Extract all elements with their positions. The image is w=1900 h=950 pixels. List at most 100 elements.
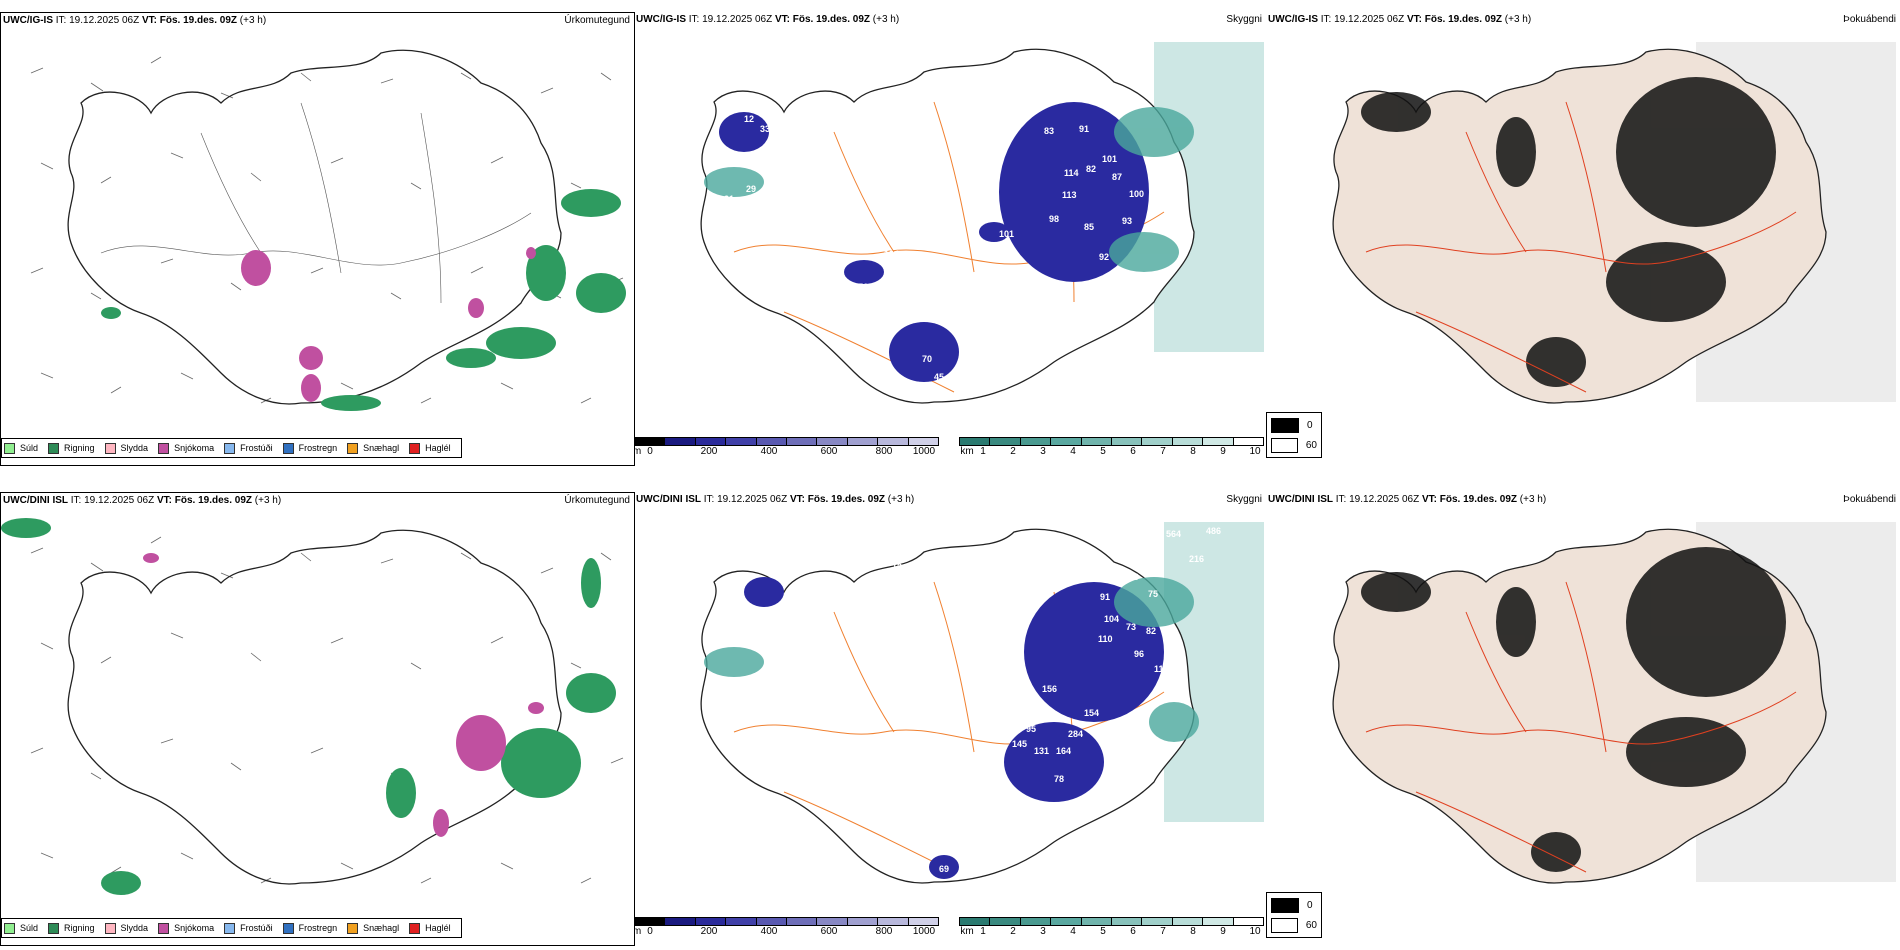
svg-text:101: 101 (1102, 154, 1117, 164)
svg-text:216: 216 (1189, 554, 1204, 564)
legend-item-frostregn: Frostregn (282, 922, 337, 934)
svg-text:92: 92 (1099, 252, 1109, 262)
legend-item-rigning: Rigning (48, 442, 95, 454)
legend-item-snjokoma: Snjókoma (158, 442, 214, 454)
legend-item-rigning: Rigning (48, 922, 95, 934)
rain-areas (1, 518, 616, 895)
svg-text:164: 164 (1056, 746, 1071, 756)
vis-teal-areas (704, 577, 1199, 742)
legend-item-haglel: Haglél (409, 922, 451, 934)
fog-dark-areas (1361, 547, 1786, 872)
svg-text:33: 33 (758, 609, 768, 619)
fog-index-key: 0 60 (1266, 412, 1322, 458)
fog-key-row-60: 60 (1271, 438, 1317, 453)
colorbar-cells (634, 437, 939, 446)
svg-text:564: 564 (1166, 529, 1181, 539)
fog-key-swatch (1271, 438, 1298, 453)
cloudbase-colorbar: m 0 200 400 600 800 1000 (634, 917, 939, 938)
legend-swatch (158, 922, 170, 934)
svg-text:284: 284 (1068, 729, 1083, 739)
panel-type-label: Skyggni (1226, 494, 1262, 505)
svg-text:105: 105 (986, 82, 1001, 92)
precip-type-legend: Súld Rigning Slydda Snjókoma Frostúði Fr… (1, 918, 462, 938)
legend-swatch (4, 922, 15, 934)
svg-text:21: 21 (724, 194, 734, 204)
legend-swatch (158, 442, 170, 454)
svg-text:82: 82 (1146, 626, 1156, 636)
svg-text:61: 61 (1062, 322, 1072, 332)
panel-type-label: Þokuábendi (1843, 494, 1896, 505)
legend-swatch (347, 442, 359, 454)
legend-swatch (409, 442, 421, 454)
svg-text:115: 115 (1014, 112, 1029, 122)
fog-key-swatch (1271, 898, 1299, 913)
panel-title: UWC/DINI ISL IT: 19.12.2025 06Z VT: Fös.… (636, 494, 915, 505)
cloudbase-colorbar: m 0 200 400 600 800 1000 (634, 437, 939, 458)
colorbar-cells (634, 917, 939, 926)
legend-swatch (282, 442, 294, 454)
legend-swatch (224, 922, 236, 934)
fog-key-row-0: 0 (1271, 418, 1317, 433)
legend-swatch (282, 922, 294, 934)
svg-text:110: 110 (1098, 634, 1113, 644)
colorbar-ticks: m 0 200 400 600 800 1000 (634, 926, 936, 937)
svg-text:113: 113 (1062, 190, 1077, 200)
svg-text:75: 75 (1148, 589, 1158, 599)
colorbar-cells (959, 917, 1264, 926)
roads (1365, 101, 1797, 393)
fog-dark-areas (1361, 77, 1776, 387)
legend-item-slydda: Slydda (104, 442, 148, 454)
legend-swatch (104, 442, 116, 454)
svg-text:156: 156 (1042, 684, 1057, 694)
svg-text:118: 118 (1124, 572, 1139, 582)
legend-item-slydda: Slydda (104, 922, 148, 934)
svg-text:83: 83 (1044, 126, 1054, 136)
svg-text:145: 145 (1012, 739, 1027, 749)
svg-text:101: 101 (999, 229, 1014, 239)
roads (733, 581, 1165, 873)
snow-areas (241, 247, 536, 402)
svg-text:33: 33 (760, 124, 770, 134)
precip-map (30, 49, 626, 411)
panel-title: UWC/IG-IS IT: 19.12.2025 06Z VT: Fös. 19… (1268, 14, 1532, 25)
legend-item-frostregn: Frostregn (282, 442, 337, 454)
svg-text:45: 45 (934, 372, 944, 382)
visibility-colorbar: km 1 2 3 4 5 6 7 8 9 10 (959, 437, 1264, 458)
legend-swatch (224, 442, 236, 454)
svg-text:91: 91 (1100, 592, 1110, 602)
roads (733, 101, 1165, 393)
cloud-map: 218 105 115 83 91 101 82 87 114 113 100 … (700, 42, 1264, 404)
svg-text:12: 12 (892, 562, 902, 572)
legend-swatch (4, 442, 15, 454)
precip-map (1, 518, 624, 895)
svg-text:111: 111 (1024, 284, 1038, 294)
legend-swatch (48, 922, 60, 934)
rain-areas (101, 189, 626, 411)
precip-panel-row2: UWC/DINI ISL IT: 19.12.2025 06Z VT: Fös.… (0, 492, 635, 946)
fog-key-swatch (1271, 418, 1299, 433)
vis-teal-areas (704, 107, 1194, 272)
legend-swatch (409, 922, 421, 934)
colorbar-cells (959, 437, 1264, 446)
svg-text:104: 104 (1104, 614, 1119, 624)
fog-map (1332, 522, 1896, 884)
visibility-colorbar: km 1 2 3 4 5 6 7 8 9 10 (959, 917, 1264, 938)
svg-text:98: 98 (1049, 214, 1059, 224)
legend-swatch (48, 442, 60, 454)
cloud-panel-row1: UWC/IG-IS IT: 19.12.2025 06Z VT: Fös. 19… (634, 12, 1266, 464)
svg-text:218: 218 (962, 52, 977, 62)
cloud-panel-row2: UWC/DINI ISL IT: 19.12.2025 06Z VT: Fös.… (634, 492, 1266, 944)
svg-text:96: 96 (1134, 649, 1144, 659)
svg-text:82: 82 (1086, 164, 1096, 174)
colorbar-ticks: km 1 2 3 4 5 6 7 8 9 10 (960, 926, 1261, 937)
fog-key-row-60: 60 (1271, 918, 1317, 933)
legend-item-snaehagl: Snæhagl (347, 922, 399, 934)
colorbar-ticks: km 1 2 3 4 5 6 7 8 9 10 (960, 446, 1261, 457)
svg-text:486: 486 (1206, 526, 1221, 536)
svg-text:95: 95 (1026, 724, 1036, 734)
legend-item-sudd: Súld (4, 922, 38, 934)
panel-title: UWC/DINI ISL IT: 19.12.2025 06Z VT: Fös.… (1268, 494, 1547, 505)
svg-text:104: 104 (884, 249, 899, 259)
panel-type-label: Úrkomutegund (564, 15, 630, 26)
precip-type-legend: Súld Rigning Slydda Snjókoma Frostúði Fr… (1, 438, 462, 458)
